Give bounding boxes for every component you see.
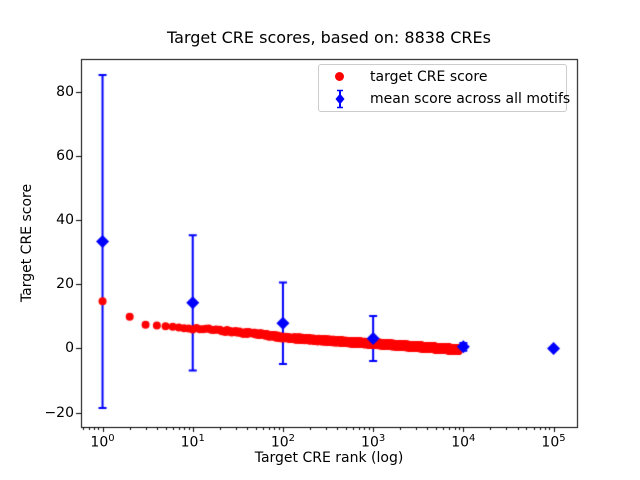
red-circle-marker [333,67,347,87]
legend-item-mean-score: mean score across all motifs [319,88,570,110]
y-tick-label: −20 [44,404,74,421]
legend: target CRE score mean score across all m… [318,64,570,112]
x-tick-label: 105 [541,433,566,451]
x-axis-label: Target CRE rank (log) [254,450,404,466]
y-tick-label: 80 [56,83,74,100]
y-tick-label: 40 [56,212,74,229]
x-tick-label: 100 [90,433,115,451]
legend-item-target-cre-score: target CRE score [319,66,566,88]
chart-title: Target CRE scores, based on: 8838 CREs [167,28,491,47]
y-tick-label: 0 [65,340,74,357]
y-tick-label: 60 [56,147,74,164]
y-axis-label: Target CRE score [19,183,35,303]
x-tick-label: 104 [451,433,476,451]
x-tick-label: 102 [270,433,296,451]
legend-label-target: target CRE score [370,68,488,85]
blue-diamond-errorbar-marker [333,89,347,109]
legend-label-mean: mean score across all motifs [370,91,571,108]
y-tick-label: 20 [56,276,74,293]
x-tick-label: 101 [180,433,205,451]
x-tick-label: 103 [361,433,386,451]
